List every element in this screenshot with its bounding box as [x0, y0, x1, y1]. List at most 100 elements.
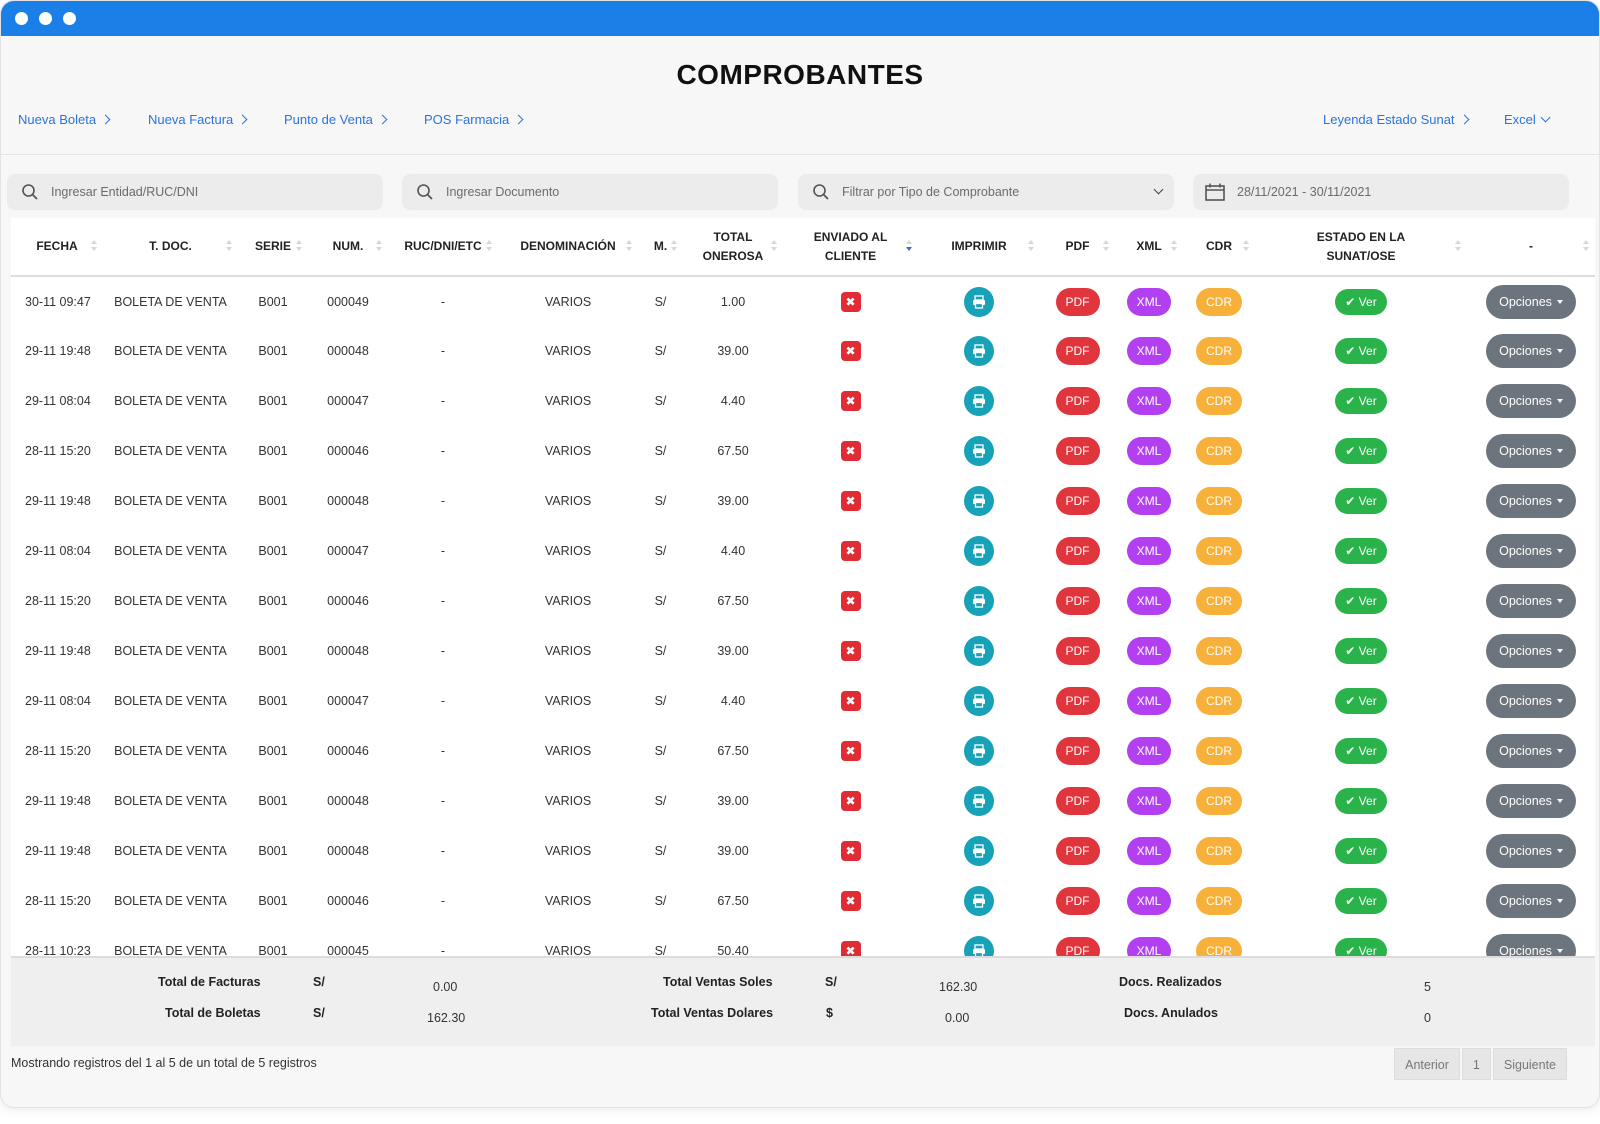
cdr-button[interactable]: CDR — [1196, 887, 1242, 915]
xml-button[interactable]: XML — [1126, 637, 1172, 665]
opciones-dropdown[interactable]: Opciones — [1486, 484, 1576, 518]
not-sent-icon[interactable]: ✖ — [840, 441, 861, 461]
xml-button[interactable]: XML — [1126, 287, 1172, 316]
cdr-button[interactable]: CDR — [1196, 587, 1242, 615]
col-header-fecha[interactable]: FECHA — [11, 218, 103, 276]
xml-button[interactable]: XML — [1126, 787, 1172, 815]
pdf-button[interactable]: PDF — [1055, 687, 1100, 715]
pdf-button[interactable]: PDF — [1055, 337, 1100, 365]
not-sent-icon[interactable]: ✖ — [840, 891, 861, 911]
ver-estado-button[interactable]: ✔ Ver — [1335, 588, 1387, 614]
opciones-dropdown[interactable]: Opciones — [1486, 784, 1576, 818]
ver-estado-button[interactable]: ✔ Ver — [1335, 338, 1387, 364]
ver-estado-button[interactable]: ✔ Ver — [1335, 838, 1387, 864]
pdf-button[interactable]: PDF — [1055, 437, 1100, 465]
cdr-button[interactable]: CDR — [1196, 837, 1242, 865]
cdr-button[interactable]: CDR — [1196, 787, 1242, 815]
excel-dropdown[interactable]: Excel — [1504, 112, 1551, 127]
ver-estado-button[interactable]: ✔ Ver — [1335, 288, 1387, 315]
xml-button[interactable]: XML — [1126, 537, 1172, 565]
date-range-picker[interactable]: 28/11/2021 - 30/11/2021 — [1193, 174, 1569, 210]
col-header-ruc[interactable]: RUC/DNI/ETC — [388, 218, 498, 276]
print-button[interactable] — [964, 886, 994, 916]
not-sent-icon[interactable]: ✖ — [840, 391, 861, 411]
not-sent-icon[interactable]: ✖ — [840, 591, 861, 611]
ver-estado-button[interactable]: ✔ Ver — [1335, 488, 1387, 514]
print-button[interactable] — [964, 736, 994, 766]
xml-button[interactable]: XML — [1126, 437, 1172, 465]
xml-button[interactable]: XML — [1126, 587, 1172, 615]
col-header-tdoc[interactable]: T. DOC. — [103, 218, 238, 276]
print-button[interactable] — [964, 586, 994, 616]
not-sent-icon[interactable]: ✖ — [840, 341, 861, 361]
pdf-button[interactable]: PDF — [1055, 887, 1100, 915]
window-dot-icon[interactable] — [39, 12, 52, 25]
pdf-button[interactable]: PDF — [1055, 287, 1100, 316]
cdr-button[interactable]: CDR — [1196, 337, 1242, 365]
not-sent-icon[interactable]: ✖ — [840, 791, 861, 811]
xml-button[interactable]: XML — [1126, 737, 1172, 765]
col-header-cdr[interactable]: CDR — [1183, 218, 1255, 276]
not-sent-icon[interactable]: ✖ — [840, 841, 861, 861]
cdr-button[interactable]: CDR — [1196, 737, 1242, 765]
opciones-dropdown[interactable]: Opciones — [1486, 734, 1576, 768]
opciones-dropdown[interactable]: Opciones — [1486, 634, 1576, 668]
ver-estado-button[interactable]: ✔ Ver — [1335, 888, 1387, 914]
xml-button[interactable]: XML — [1126, 487, 1172, 515]
pdf-button[interactable]: PDF — [1055, 537, 1100, 565]
col-header-enviado[interactable]: ENVIADO AL CLIENTE — [783, 218, 918, 276]
punto-venta-link[interactable]: Punto de Venta — [284, 112, 388, 127]
col-header-denominacion[interactable]: DENOMINACIÓN — [498, 218, 638, 276]
window-dot-icon[interactable] — [63, 12, 76, 25]
opciones-dropdown[interactable]: Opciones — [1486, 684, 1576, 718]
print-button[interactable] — [964, 536, 994, 566]
ver-estado-button[interactable]: ✔ Ver — [1335, 788, 1387, 814]
opciones-dropdown[interactable]: Opciones — [1486, 384, 1576, 418]
not-sent-icon[interactable]: ✖ — [840, 541, 861, 561]
col-header-pdf[interactable]: PDF — [1040, 218, 1115, 276]
pdf-button[interactable]: PDF — [1055, 637, 1100, 665]
xml-button[interactable]: XML — [1126, 887, 1172, 915]
print-button[interactable] — [964, 286, 994, 317]
prev-page-button[interactable]: Anterior — [1394, 1048, 1460, 1080]
not-sent-icon[interactable]: ✖ — [840, 491, 861, 511]
ver-estado-button[interactable]: ✔ Ver — [1335, 438, 1387, 464]
cdr-button[interactable]: CDR — [1196, 687, 1242, 715]
not-sent-icon[interactable]: ✖ — [840, 741, 861, 761]
opciones-dropdown[interactable]: Opciones — [1486, 584, 1576, 618]
print-button[interactable] — [964, 836, 994, 866]
print-button[interactable] — [964, 336, 994, 366]
documento-search-input[interactable]: Ingresar Documento — [402, 174, 778, 210]
print-button[interactable] — [964, 686, 994, 716]
ver-estado-button[interactable]: ✔ Ver — [1335, 688, 1387, 714]
not-sent-icon[interactable]: ✖ — [840, 641, 861, 661]
pdf-button[interactable]: PDF — [1055, 387, 1100, 415]
cdr-button[interactable]: CDR — [1196, 437, 1242, 465]
pdf-button[interactable]: PDF — [1055, 587, 1100, 615]
window-dot-icon[interactable] — [15, 12, 28, 25]
opciones-dropdown[interactable]: Opciones — [1486, 334, 1576, 368]
cdr-button[interactable]: CDR — [1196, 487, 1242, 515]
opciones-dropdown[interactable]: Opciones — [1486, 534, 1576, 568]
leyenda-estado-link[interactable]: Leyenda Estado Sunat — [1323, 112, 1470, 127]
ver-estado-button[interactable]: ✔ Ver — [1335, 388, 1387, 414]
xml-button[interactable]: XML — [1126, 687, 1172, 715]
print-button[interactable] — [964, 786, 994, 816]
pdf-button[interactable]: PDF — [1055, 787, 1100, 815]
col-header-num[interactable]: NUM. — [308, 218, 388, 276]
nueva-boleta-link[interactable]: Nueva Boleta — [18, 112, 111, 127]
page-1-button[interactable]: 1 — [1461, 1048, 1491, 1080]
pos-farmacia-link[interactable]: POS Farmacia — [424, 112, 524, 127]
cdr-button[interactable]: CDR — [1196, 287, 1242, 316]
ver-estado-button[interactable]: ✔ Ver — [1335, 538, 1387, 564]
col-header-moneda[interactable]: M. — [638, 218, 683, 276]
xml-button[interactable]: XML — [1126, 387, 1172, 415]
ver-estado-button[interactable]: ✔ Ver — [1335, 738, 1387, 764]
nueva-factura-link[interactable]: Nueva Factura — [148, 112, 248, 127]
col-header-serie[interactable]: SERIE — [238, 218, 308, 276]
cdr-button[interactable]: CDR — [1196, 637, 1242, 665]
pdf-button[interactable]: PDF — [1055, 837, 1100, 865]
not-sent-icon[interactable]: ✖ — [840, 691, 861, 711]
print-button[interactable] — [964, 636, 994, 666]
opciones-dropdown[interactable]: Opciones — [1486, 434, 1576, 468]
